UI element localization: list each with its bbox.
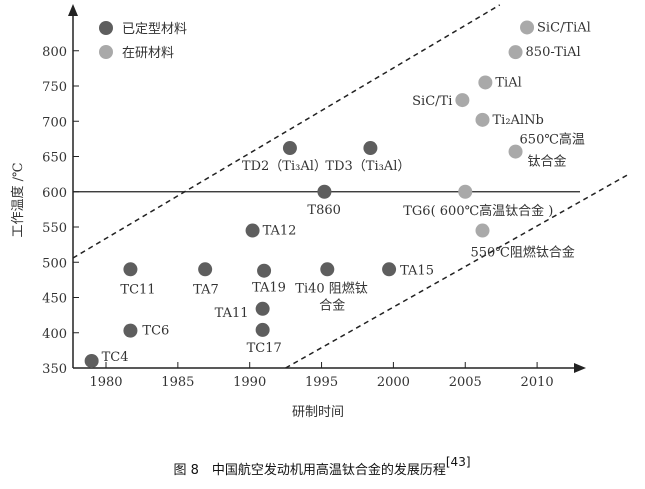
data-point [123, 323, 138, 338]
data-label: 合金 [319, 297, 345, 313]
y-tick-label: 450 [42, 292, 67, 307]
y-tick-label: 750 [42, 80, 67, 95]
y-tick-label: 500 [42, 256, 67, 271]
figure-caption: 图 8 中国航空发动机用高温钛合金的发展历程[43] [173, 455, 470, 478]
data-point [508, 45, 523, 60]
data-label: TC4 [102, 350, 129, 365]
data-label: SiC/Ti [412, 94, 452, 109]
data-label: TA15 [400, 263, 434, 278]
y-tick-label: 700 [42, 115, 67, 130]
y-tick-label: 650 [42, 151, 67, 166]
data-label: TD3（Ti₃Al） [325, 159, 410, 174]
data-point [123, 262, 138, 277]
data-point [508, 144, 523, 159]
data-label: TD2（Ti₃Al） [242, 159, 327, 174]
boundary-dashed-line-1 [72, 4, 501, 259]
x-axis-arrow [574, 363, 586, 373]
data-label: Ti40 阻燃钛 [295, 280, 368, 296]
data-label: 650℃高温 [520, 132, 585, 148]
data-point [520, 20, 535, 35]
x-tick-label: 1985 [161, 375, 194, 390]
caption-text: 图 8 中国航空发动机用高温钛合金的发展历程 [173, 462, 445, 478]
data-label: TA7 [193, 282, 219, 297]
data-point [478, 75, 493, 90]
data-point [282, 141, 297, 156]
data-label: TiAl [495, 75, 521, 90]
y-tick-label: 550 [42, 221, 67, 236]
y-tick-label: 350 [42, 362, 67, 377]
caption-ref: [43] [446, 455, 471, 469]
y-tick-label: 400 [42, 327, 67, 342]
data-point [455, 93, 470, 108]
data-label: TA19 [252, 281, 286, 296]
y-axis-arrow [68, 4, 78, 16]
legend-marker-developing [99, 45, 113, 59]
y-tick-label: 800 [42, 45, 67, 60]
data-label: T860 [307, 203, 340, 218]
x-tick-label: 1990 [233, 375, 266, 390]
x-tick-label: 2010 [521, 375, 554, 390]
data-label: TA11 [215, 306, 249, 321]
data-label: 钛合金 [528, 154, 567, 170]
data-point [257, 263, 272, 278]
data-label: TC6 [142, 324, 169, 339]
data-point [84, 353, 99, 368]
y-axis-label: 工作温度 /℃ [10, 162, 26, 237]
legend: 已定型材料 在研材料 [99, 21, 187, 61]
x-tick-label: 2005 [449, 375, 482, 390]
legend-label-finalized: 已定型材料 [122, 22, 187, 37]
data-point [475, 223, 490, 238]
data-point [475, 112, 490, 127]
data-point [255, 301, 270, 316]
data-point [320, 262, 335, 277]
data-label: TC17 [247, 341, 282, 356]
legend-label-developing: 在研材料 [122, 46, 174, 61]
data-point [382, 262, 397, 277]
data-label: TC11 [120, 282, 155, 297]
data-label: Ti₂AlNb [492, 113, 543, 128]
legend-marker-finalized [99, 21, 113, 35]
data-label: 850-TiAl [526, 45, 581, 60]
data-point [458, 184, 473, 199]
x-tick-label: 2000 [377, 375, 410, 390]
data-label: TG6( 600℃高温钛合金 ) [403, 203, 553, 219]
x-axis-label: 研制时间 [292, 405, 344, 420]
data-point [255, 322, 270, 337]
y-tick-label: 600 [42, 186, 67, 201]
data-label: SiC/TiAl [537, 20, 591, 35]
x-tick-label: 1995 [305, 375, 338, 390]
data-point [245, 223, 260, 238]
data-label: 550℃阻燃钛合金 [470, 245, 574, 261]
data-point [317, 184, 332, 199]
boundary-dashed-line-2 [285, 174, 628, 369]
data-point [363, 141, 378, 156]
data-label: TA12 [263, 224, 297, 239]
x-tick-label: 1980 [89, 375, 122, 390]
data-point [198, 262, 213, 277]
